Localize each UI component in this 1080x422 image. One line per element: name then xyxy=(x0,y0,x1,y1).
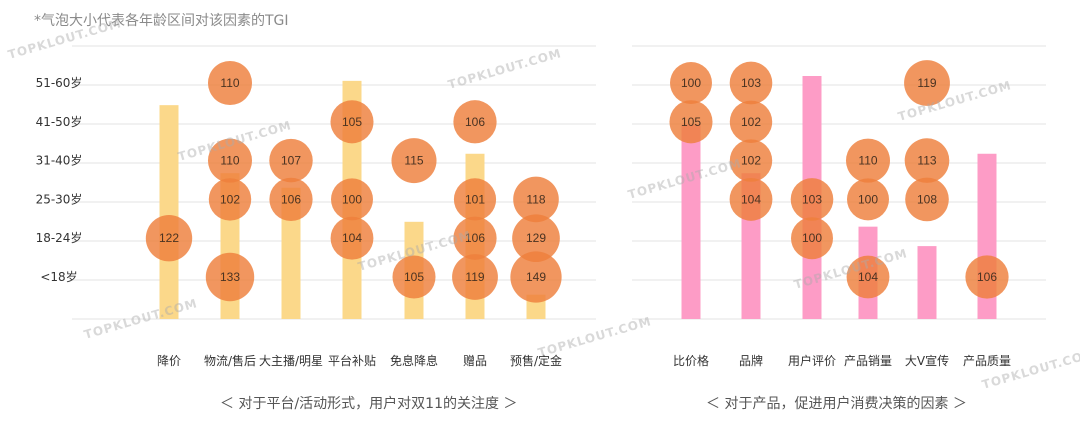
bubble-label: 122 xyxy=(159,231,179,245)
bubble xyxy=(846,255,890,299)
bubble xyxy=(331,178,373,221)
bubble-label: 100 xyxy=(802,231,822,245)
bubble xyxy=(453,178,497,221)
bubble xyxy=(729,177,773,221)
bubble-label: 103 xyxy=(802,192,822,206)
left-chart-caption: ＜ 对于平台/活动形式，用户对双11的关注度 ＞ xyxy=(220,396,518,412)
x-tick-label: 产品销量 xyxy=(844,354,892,368)
bubble-label: 119 xyxy=(465,270,484,284)
bar xyxy=(681,124,701,319)
bubble xyxy=(669,100,713,144)
x-tick-label: 免息降息 xyxy=(390,353,438,368)
bubble xyxy=(904,60,950,106)
bubble-label: 113 xyxy=(917,154,936,168)
x-tick-label: 降价 xyxy=(157,354,181,368)
bubble-label: 108 xyxy=(917,192,937,206)
x-tick-label: 平台补贴 xyxy=(328,353,376,368)
bubble xyxy=(208,178,252,221)
x-tick-label: 用户评价 xyxy=(788,353,836,368)
bubble xyxy=(729,139,773,182)
x-tick-label: 产品质量 xyxy=(963,354,1011,368)
x-tick-label: 大主播/明星 xyxy=(259,354,323,368)
bubble-label: 100 xyxy=(342,192,362,206)
bubble xyxy=(845,138,891,183)
bubble xyxy=(391,138,437,184)
bubble xyxy=(207,60,253,106)
bubble xyxy=(904,138,950,183)
bubble xyxy=(392,255,436,299)
y-tick-label: 18-24岁 xyxy=(36,230,83,245)
bubble xyxy=(269,177,313,222)
y-tick-label: 25-30岁 xyxy=(36,191,83,206)
x-tick-label: 大V宣传 xyxy=(905,353,949,368)
x-tick-label: 品牌 xyxy=(739,354,763,368)
bar xyxy=(281,187,301,319)
bubble-label: 100 xyxy=(681,76,701,90)
right-chart-caption: ＜ 对于产品，促进用户消费决策的因素 ＞ xyxy=(706,396,967,412)
bubble-label: 133 xyxy=(220,270,240,284)
bubble xyxy=(330,216,374,260)
x-tick-label: 赠品 xyxy=(463,354,487,368)
bubble xyxy=(790,178,834,221)
bubble-label: 105 xyxy=(404,270,424,284)
x-tick-label: 比价格 xyxy=(673,353,709,368)
chart-note: *气泡大小代表各年龄区间对该因素的TGI xyxy=(34,13,289,29)
bubble xyxy=(729,61,773,105)
bubble-label: 106 xyxy=(281,192,301,206)
bar xyxy=(159,105,179,319)
y-tick-label: 51-60岁 xyxy=(36,75,83,90)
bubble xyxy=(330,100,374,144)
bubble-label: 106 xyxy=(465,115,485,129)
bubble-label: 104 xyxy=(741,192,761,206)
bubble xyxy=(510,251,562,303)
bubble-label: 102 xyxy=(741,115,761,129)
bubble-label: 106 xyxy=(977,270,997,284)
bubble-label: 103 xyxy=(741,76,761,90)
bubble xyxy=(729,100,773,144)
bubble xyxy=(205,252,255,302)
bubble xyxy=(452,254,498,300)
bubble xyxy=(269,138,313,183)
y-tick-label: 31-40岁 xyxy=(36,153,83,168)
bubble-label: 110 xyxy=(220,154,239,168)
bubble-label: 115 xyxy=(404,154,423,168)
bubble xyxy=(207,138,253,183)
bubble-label: 118 xyxy=(526,192,545,206)
bubble-label: 105 xyxy=(681,115,701,129)
bubble-label: 110 xyxy=(858,154,877,168)
x-tick-label: 预售/定金 xyxy=(510,353,562,368)
bubble xyxy=(670,62,712,104)
bubble-label: 149 xyxy=(526,270,546,284)
y-tick-label: <18岁 xyxy=(40,269,77,284)
bubble-label: 106 xyxy=(465,231,485,245)
x-tick-label: 物流/售后 xyxy=(204,353,256,368)
bubble-label: 107 xyxy=(281,154,301,168)
bubble-label: 119 xyxy=(917,76,936,90)
bubble xyxy=(453,100,497,144)
bubble-label: 104 xyxy=(858,270,878,284)
bubble-label: 102 xyxy=(741,154,761,168)
bubble xyxy=(513,176,559,223)
bubble xyxy=(512,214,560,263)
bubble-label: 110 xyxy=(220,76,239,90)
bubble-label: 102 xyxy=(220,192,240,206)
bubble xyxy=(847,178,889,221)
bubble xyxy=(965,255,1009,299)
bar xyxy=(917,246,937,319)
bubble-label: 105 xyxy=(342,115,362,129)
bubble xyxy=(145,215,193,262)
bubble xyxy=(905,177,949,222)
y-tick-label: 41-50岁 xyxy=(36,114,83,129)
bubble xyxy=(453,216,497,260)
bubble-label: 101 xyxy=(465,192,485,206)
bubble-label: 129 xyxy=(526,231,546,245)
bubble xyxy=(791,217,833,260)
bubble-label: 104 xyxy=(342,231,362,245)
bubble-label: 100 xyxy=(858,192,878,206)
